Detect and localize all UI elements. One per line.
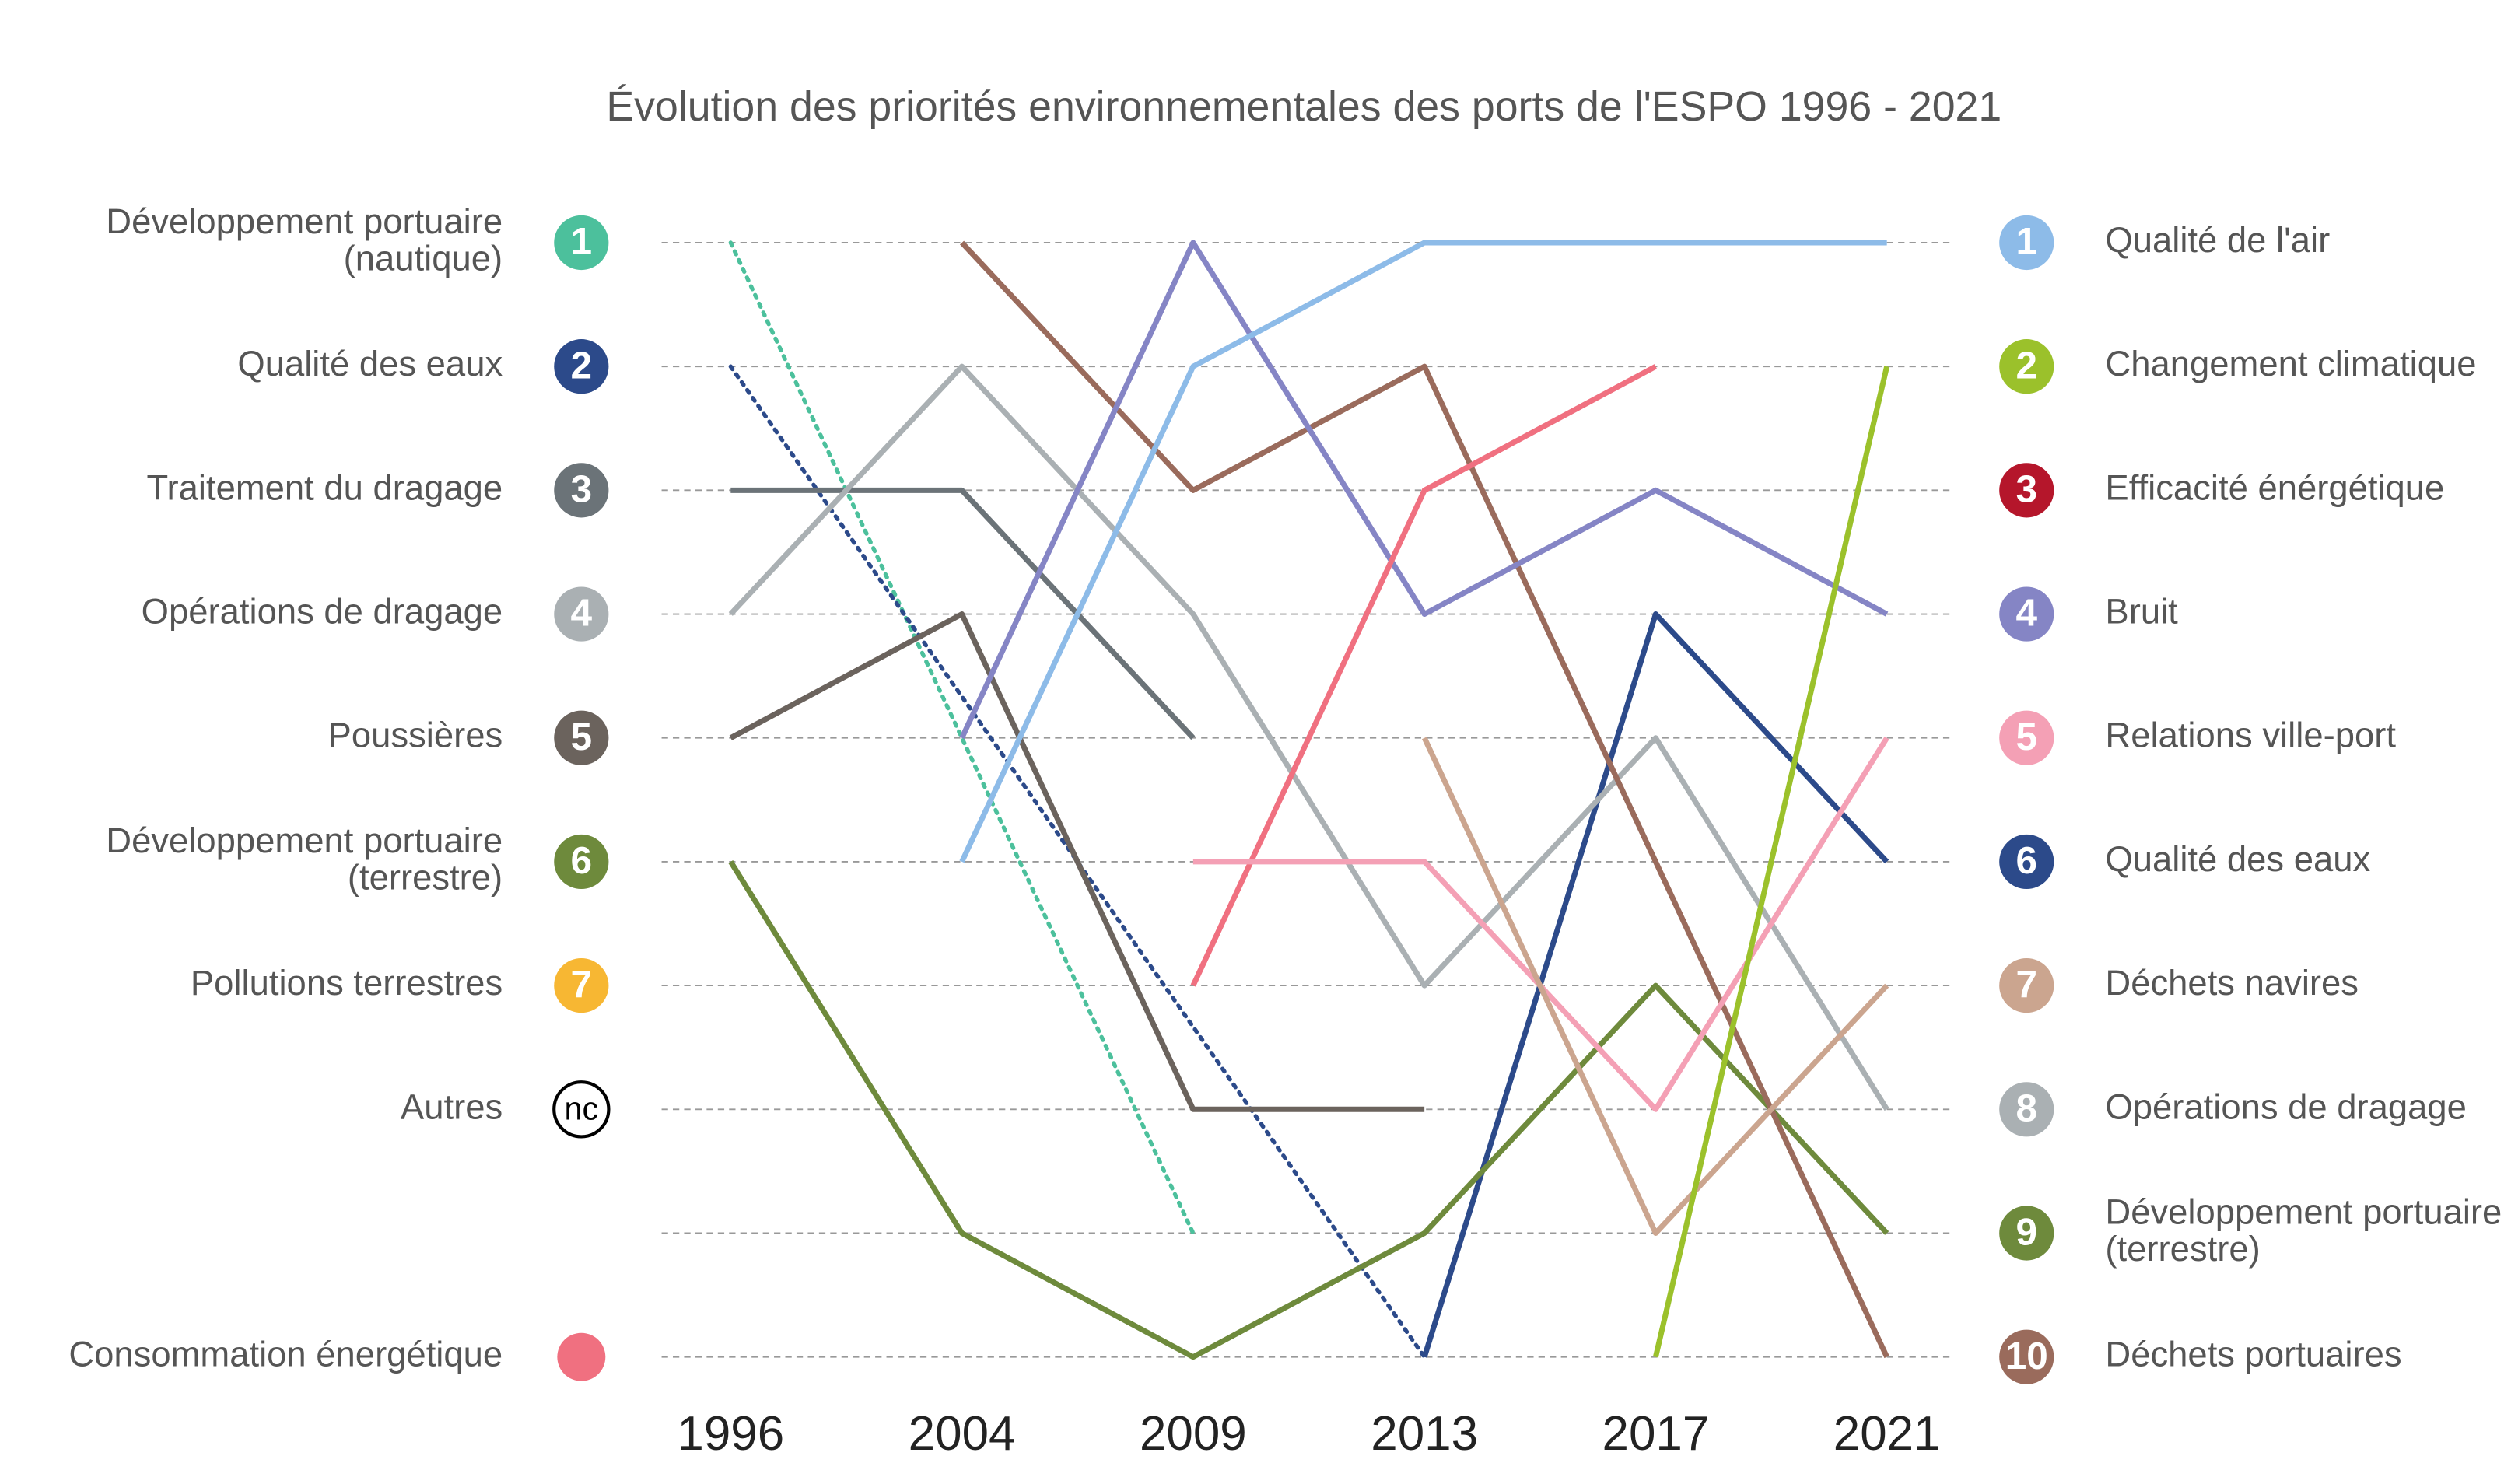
- legend-label: (nautique): [344, 239, 503, 278]
- legend-badge-label: 7: [571, 963, 593, 1006]
- legend-label: Relations ville-port: [2105, 716, 2396, 755]
- bump-line: [1421, 737, 1889, 1236]
- legend-badge-label: 4: [2016, 592, 2038, 635]
- legend-label: Poussières: [328, 716, 503, 755]
- legend-badge: [1999, 710, 2054, 765]
- bump-line: [1421, 611, 1889, 1358]
- legend-badge-label: 3: [2016, 468, 2038, 511]
- legend-badge: [1999, 1206, 2054, 1261]
- legend-badge-label: 1: [571, 220, 593, 263]
- legend-badge: [552, 1080, 611, 1139]
- bump-line: [959, 240, 1889, 740]
- legend-label: Déchets navires: [2105, 963, 2359, 1003]
- legend-badge: [1999, 1082, 2054, 1137]
- legend-badge: [554, 710, 609, 765]
- legend-badge-label: nc: [565, 1090, 599, 1126]
- legend-badge-label: 4: [571, 592, 593, 635]
- legend-badge: [1999, 834, 2054, 890]
- legend-badge-label: 5: [571, 716, 593, 758]
- legend-label: Bruit: [2105, 592, 2178, 632]
- legend-label: (terrestre): [2105, 1229, 2260, 1269]
- x-tick-label: 2017: [1602, 1407, 1710, 1461]
- bump-line: [959, 240, 1887, 863]
- legend-label: Autres: [401, 1087, 503, 1126]
- legend-label: Déchets portuaires: [2105, 1335, 2401, 1374]
- legend-badge: [1999, 463, 2054, 518]
- legend-label: Efficacité énérgétique: [2105, 467, 2444, 507]
- legend-label: Opérations de dragage: [142, 592, 503, 632]
- legend-badge-label: 9: [2016, 1211, 2038, 1254]
- legend-badge-label: 6: [2016, 839, 2038, 882]
- legend-badge-label: 1: [2016, 220, 2038, 263]
- legend-label: Traitement du dragage: [146, 467, 503, 507]
- legend-dot: [557, 1332, 606, 1381]
- legend-badge-label: 8: [2016, 1087, 2038, 1129]
- bump-line: [729, 611, 1425, 1112]
- legend-badge: [554, 958, 609, 1013]
- bump-line: [728, 364, 1427, 1360]
- x-tick-label: 2009: [1140, 1407, 1247, 1461]
- x-tick-label: 1996: [677, 1407, 784, 1461]
- legend-label: Développement portuaire: [2105, 1192, 2502, 1232]
- legend-label: Changement climatique: [2105, 344, 2476, 383]
- x-tick-label: 2013: [1371, 1407, 1478, 1461]
- bump-line: [1652, 366, 1890, 1358]
- bump-line: [728, 240, 1196, 1236]
- legend-badge: [554, 463, 609, 518]
- legend-badge-label: 2: [571, 344, 593, 387]
- legend-badge-label: 7: [2016, 963, 2038, 1006]
- legend-badge: [554, 339, 609, 394]
- legend-badge: [554, 586, 609, 642]
- legend-badge: [1999, 339, 2054, 394]
- legend-label: Qualité des eaux: [237, 344, 503, 383]
- legend-badge: [554, 215, 609, 271]
- legend-badge-label: 10: [2005, 1335, 2048, 1377]
- legend-label: Qualité de l'air: [2105, 220, 2330, 260]
- x-tick-label: 2004: [909, 1407, 1016, 1461]
- x-tick-label: 2021: [1833, 1407, 1941, 1461]
- legend-badge: [1999, 1329, 2054, 1384]
- bump-line: [1190, 364, 1658, 987]
- bump-line: [728, 860, 1889, 1360]
- legend-label: Qualité des eaux: [2105, 839, 2370, 879]
- legend-label: Développement portuaire: [106, 201, 503, 241]
- legend-label: Opérations de dragage: [2105, 1087, 2466, 1126]
- chart-title: Évolution des priorités environnementale…: [606, 83, 2001, 130]
- legend-badge-label: 5: [2016, 716, 2038, 758]
- legend-badge: [1999, 215, 2054, 271]
- legend-badge-label: 2: [2016, 344, 2038, 387]
- legend-badge-label: 6: [571, 839, 593, 882]
- legend-badge: [1999, 586, 2054, 642]
- legend-badge: [554, 834, 609, 890]
- bump-line: [728, 363, 1889, 1111]
- legend-label: (terrestre): [348, 858, 503, 898]
- legend-badge-label: 3: [571, 468, 593, 511]
- legend-badge: [1999, 958, 2054, 1013]
- legend-label: Pollutions terrestres: [191, 963, 503, 1003]
- legend-label: Développement portuaire: [106, 821, 503, 860]
- legend-label: Consommation énergétique: [68, 1335, 503, 1374]
- bump-line: [730, 487, 1196, 740]
